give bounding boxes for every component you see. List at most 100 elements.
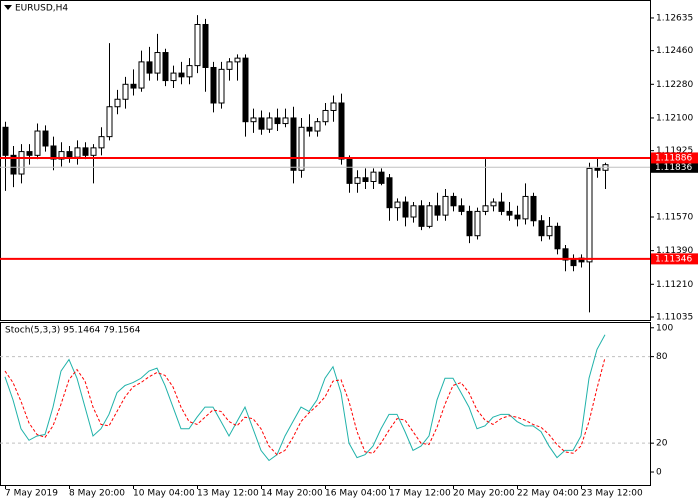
candle-body [290, 117, 297, 171]
x-tick-label: 13 May 12:00 [197, 489, 259, 499]
candle-body [90, 147, 97, 156]
candle-body [490, 201, 497, 207]
candle-body [226, 61, 233, 70]
y-tick-label: 0 [656, 468, 662, 478]
y-tick-label: 20 [656, 439, 668, 449]
symbol-icon [4, 5, 12, 10]
x-tick-label: 10 May 04:00 [133, 489, 195, 499]
candle-body [266, 117, 273, 130]
price-panel-frame [0, 0, 651, 321]
candle-body [186, 65, 193, 78]
y-tick-label: 1.12635 [656, 13, 693, 23]
candle-body [442, 195, 449, 216]
candle-body [418, 205, 425, 227]
x-tick-label: 8 May 20:00 [69, 489, 125, 499]
candle-body [82, 147, 89, 156]
horizontal-line-label: 1.11886 [655, 153, 692, 163]
horizontal-line-box [651, 152, 698, 164]
candle-body [194, 23, 201, 67]
x-tick-label: 16 May 04:00 [325, 489, 387, 499]
candle-body [346, 158, 353, 184]
candle-body [370, 171, 377, 182]
chart-title: EURUSD,H4 [15, 4, 68, 14]
candle-body [426, 205, 433, 227]
candle-body [234, 57, 241, 63]
stoch-line [4, 334, 606, 462]
horizontal-line-box [651, 253, 698, 265]
candle-body [178, 72, 185, 78]
stoch-line [4, 357, 606, 456]
candle-body [146, 61, 153, 74]
candle-body [506, 210, 513, 216]
candle-body [210, 66, 217, 104]
candle-body [474, 210, 481, 237]
x-tick-label: 14 May 20:00 [261, 489, 323, 499]
y-tick-label: 1.12100 [656, 113, 693, 123]
candle-body [562, 248, 569, 261]
candle-body [98, 136, 105, 149]
last-price-box [651, 161, 698, 173]
x-tick-label: 22 May 04:00 [517, 489, 579, 499]
x-tick-label: 20 May 20:00 [453, 489, 515, 499]
candle-body [50, 145, 57, 160]
candle-body [114, 98, 121, 108]
candle-body [2, 126, 9, 156]
candle-body [162, 52, 169, 82]
candle-body [434, 205, 441, 216]
candle-body [514, 214, 521, 220]
y-tick-label: 1.11925 [656, 146, 693, 156]
candle-body [282, 117, 289, 125]
candle-body [402, 201, 409, 218]
candle-body [138, 61, 145, 89]
candle-body [466, 210, 473, 237]
candle-body [498, 201, 505, 212]
candle-body [330, 102, 337, 111]
y-tick-label: 1.12460 [656, 46, 693, 56]
y-tick-label: 1.11570 [656, 213, 693, 223]
candle-body [378, 171, 385, 184]
candle-body [538, 220, 545, 237]
candle-body [410, 205, 417, 218]
candle-body [26, 151, 33, 156]
candle-body [242, 57, 249, 123]
candle-body [170, 72, 177, 82]
candle-body [34, 130, 41, 156]
x-tick-label: 7 May 2019 [5, 489, 58, 499]
candle-body [554, 225, 561, 250]
candle-body [362, 177, 369, 182]
candle-body [570, 259, 577, 267]
candle-body [386, 177, 393, 209]
candle-body [106, 106, 113, 138]
last-price-label: 1.11836 [655, 163, 692, 173]
candle-body [394, 201, 401, 209]
candle-body [354, 177, 361, 184]
candle-body [74, 147, 81, 158]
candle-body [522, 195, 529, 220]
y-tick-label: 1.11035 [656, 313, 693, 323]
y-tick-label: 1.11210 [656, 280, 693, 290]
candle-body [314, 121, 321, 132]
candle-body [450, 195, 457, 207]
y-tick-label: 80 [656, 352, 668, 362]
candle-body [218, 68, 225, 104]
y-tick-label: 100 [656, 323, 673, 333]
candle-body [154, 52, 161, 74]
candle-body [298, 126, 305, 171]
candle-body [586, 167, 593, 263]
candle-body [322, 109, 329, 123]
candle-body [202, 23, 209, 68]
candle-body [546, 225, 553, 237]
candle-body [58, 151, 65, 160]
x-tick-label: 23 May 12:00 [581, 489, 643, 499]
candle-body [482, 205, 489, 212]
candle-body [458, 205, 465, 212]
candle-body [66, 151, 73, 158]
candle-body [130, 83, 137, 89]
candle-body [274, 117, 281, 125]
candle-body [530, 195, 537, 222]
x-tick-label: 17 May 12:00 [389, 489, 451, 499]
horizontal-line-label: 1.11346 [655, 254, 692, 264]
candle-body [10, 154, 17, 175]
candle-body [18, 151, 25, 175]
